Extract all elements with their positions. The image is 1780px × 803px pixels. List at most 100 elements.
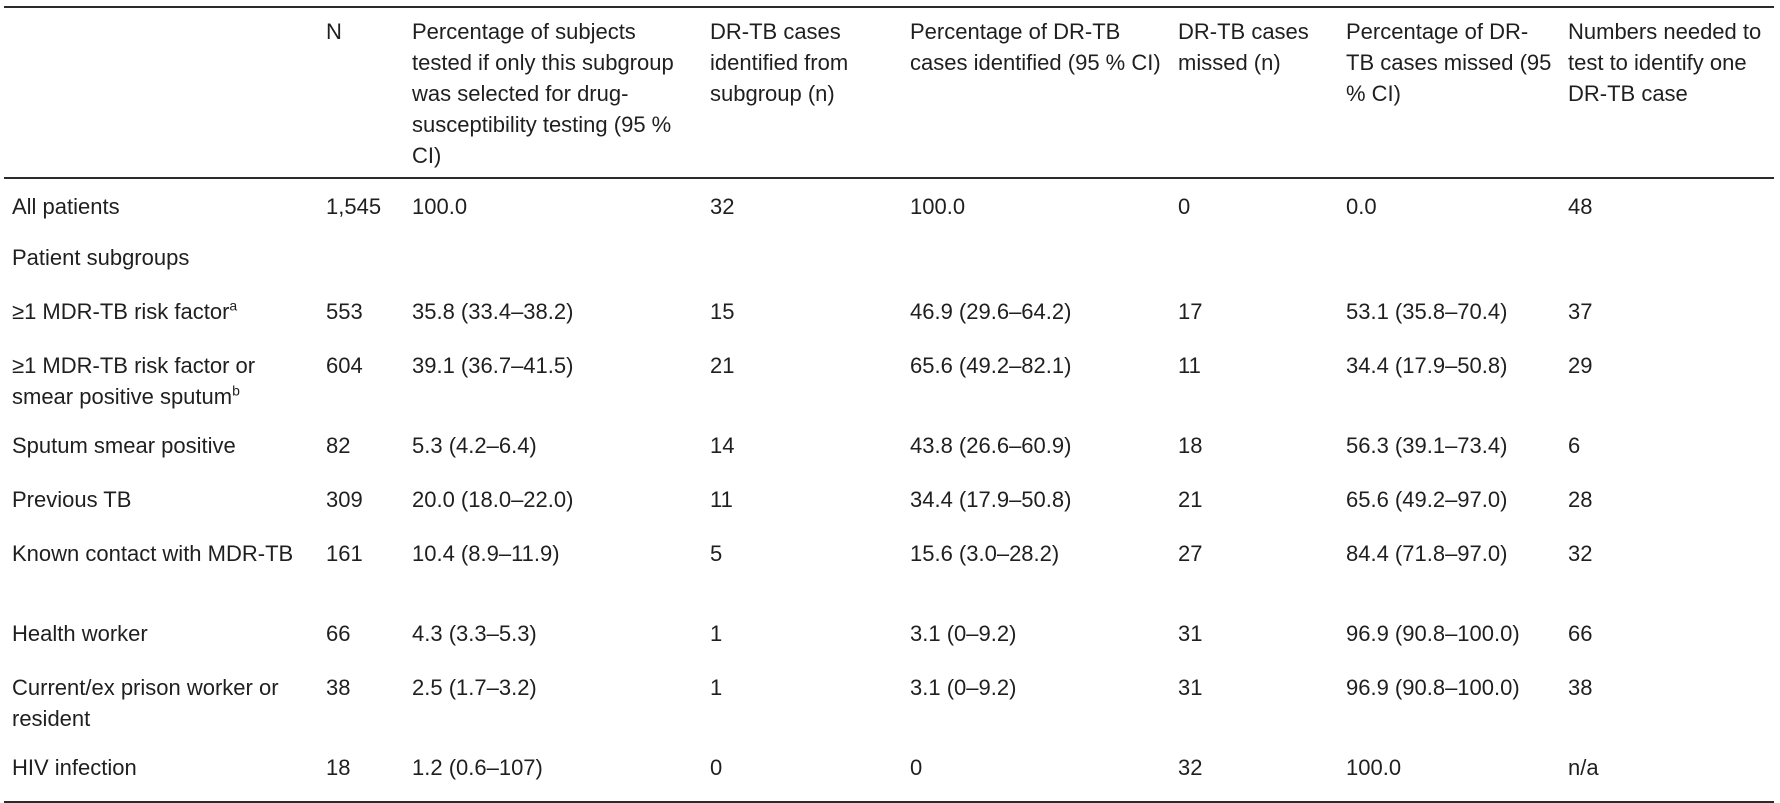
table-cell: 10.4 (8.9–11.9) [412,541,560,566]
table-cell [1560,238,1774,292]
table-cell: 2.5 (1.7–3.2) [412,675,537,700]
table-cell: 3.1 (0–9.2) [910,621,1017,646]
header-cell-subgroup [4,7,318,178]
table-cell: 6 [1568,433,1581,458]
table-cell: 32 [1178,755,1203,780]
table-row: Previous TB 309 20.0 (18.0–22.0) 11 34.4 (17… [4,480,1774,534]
table-cell: 5 [710,541,723,566]
table-cell: 32 [1568,541,1593,566]
table-cell: 46.9 (29.6–64.2) [910,299,1072,324]
table-cell: 34.4 (17.9–50.8) [1346,353,1508,378]
table-cell: 82 [326,433,351,458]
table-cell: 31 [1178,675,1203,700]
table-cell: 100.0 [910,194,966,219]
header-cell-number-needed: Numbers needed to test to identify one D… [1568,19,1762,106]
table-cell: 34.4 (17.9–50.8) [910,487,1072,512]
table-cell: 0 [910,755,923,780]
row-label-cell: Health worker [4,614,318,668]
row-label-cell: Current/ex prison worker or resident [4,668,318,748]
row-label: HIV infection [12,755,137,780]
row-label: Health worker [12,621,148,646]
table-row: Sputum smear positive 82 5.3 (4.2–6.4) 14 43… [4,426,1774,480]
header-cell-percent-missed: Percentage of DR-TB cases missed (95 % C… [1346,19,1552,106]
row-label: ≥1 MDR-TB risk factor or smear positive … [12,353,256,409]
table-cell: 100.0 [412,194,468,219]
table-cell: 11 [710,487,733,512]
row-label-cell: Patient subgroups [4,238,318,292]
table-cell: 21 [1178,487,1203,512]
table-row: All patients 1,545 100.0 32 100.0 0 0.0 48 [4,178,1774,238]
table-cell: 15 [710,299,735,324]
row-label-cell: All patients [4,178,318,238]
table-cell: 84.4 (71.8–97.0) [1346,541,1508,566]
table-cell: 1,545 [326,194,382,219]
table-row: HIV infection 18 1.2 (0.6–107) 0 0 32 100.0 n/a [4,748,1774,802]
table-header-row: N Percentage of subjects tested if only … [4,7,1774,178]
table-cell: 66 [326,621,351,646]
row-label-cell: Sputum smear positive [4,426,318,480]
table-cell: 53.1 (35.8–70.4) [1346,299,1508,324]
table-cell: 309 [326,487,363,512]
table-cell: 96.9 (90.8–100.0) [1346,621,1520,646]
footnote-marker: a [229,297,238,314]
table-cell: 0 [1178,194,1191,219]
table-cell: 21 [710,353,735,378]
table-cell [902,238,1170,292]
table-row: ≥1 MDR-TB risk factora 553 35.8 (33.4–38.2… [4,292,1774,346]
table-cell: 96.9 (90.8–100.0) [1346,675,1520,700]
table-cell: 32 [710,194,735,219]
table-cell [318,238,404,292]
table-cell: 43.8 (26.6–60.9) [910,433,1072,458]
header-cell-percent-identified: Percentage of DR-TB cases identified (95… [910,19,1161,75]
row-label-cell: Known contact with MDR-TB [4,534,318,614]
table-cell [1338,238,1560,292]
table-row: Known contact with MDR-TB 161 10.4 (8.9–11… [4,534,1774,614]
table-cell: 1.2 (0.6–107) [412,755,543,780]
table-cell: 38 [1568,675,1593,700]
table-cell: 27 [1178,541,1203,566]
table-cell: 18 [326,755,351,780]
table-cell [702,238,902,292]
table-cell: 65.6 (49.2–82.1) [910,353,1072,378]
table-cell: 31 [1178,621,1203,646]
row-label: Current/ex prison worker or resident [12,675,279,731]
table-cell: 14 [710,433,735,458]
row-label: All patients [12,194,120,219]
table-cell: 17 [1178,299,1203,324]
table-cell: 56.3 (39.1–73.4) [1346,433,1508,458]
table-cell: 100.0 [1346,755,1402,780]
footnote-marker: b [232,382,240,399]
table-cell: 48 [1568,194,1593,219]
row-label: Patient subgroups [12,245,190,270]
table-cell: 0 [710,755,723,780]
table-cell: 1 [710,621,723,646]
header-cell-cases-identified: DR-TB cases identified from subgroup (n) [710,19,849,106]
table-cell: 28 [1568,487,1593,512]
row-label-cell: HIV infection [4,748,318,802]
table-cell: 37 [1568,299,1593,324]
row-label: Previous TB [12,487,132,512]
table-cell: 39.1 (36.7–41.5) [412,353,574,378]
table-cell: 66 [1568,621,1593,646]
table-row: Current/ex prison worker or resident 38 2.… [4,668,1774,748]
table-cell: 15.6 (3.0–28.2) [910,541,1060,566]
table-row: ≥1 MDR-TB risk factor or smear positive … [4,346,1774,426]
row-label-cell: Previous TB [4,480,318,534]
table-cell: 161 [326,541,363,566]
table-cell: n/a [1568,755,1599,780]
table-cell: 18 [1178,433,1203,458]
row-label: Sputum smear positive [12,433,236,458]
row-label-cell: ≥1 MDR-TB risk factora [4,292,318,346]
table-cell: 20.0 (18.0–22.0) [412,487,574,512]
results-table: N Percentage of subjects tested if only … [4,6,1774,803]
row-label: ≥1 MDR-TB risk factor [12,299,230,324]
table-cell [1170,238,1338,292]
table-cell: 1 [710,675,723,700]
table-cell [404,238,702,292]
table-cell: 11 [1178,353,1201,378]
table-cell: 3.1 (0–9.2) [910,675,1017,700]
table-cell: 38 [326,675,351,700]
table-cell: 4.3 (3.3–5.3) [412,621,537,646]
table-cell: 35.8 (33.4–38.2) [412,299,574,324]
